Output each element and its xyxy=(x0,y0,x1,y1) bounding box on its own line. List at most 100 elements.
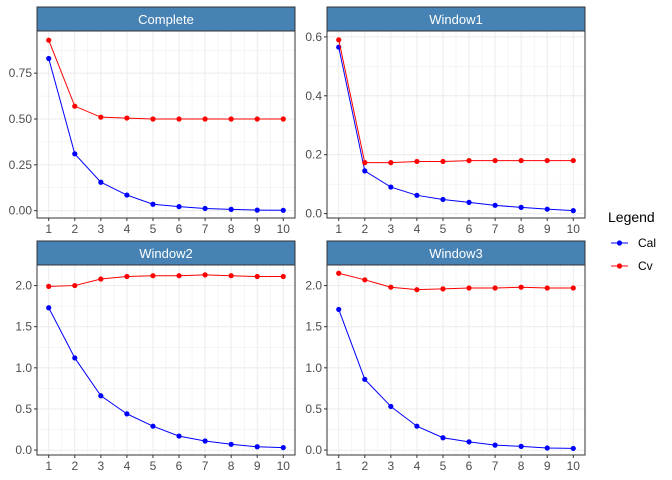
data-point-cv xyxy=(414,287,420,293)
data-point-cv xyxy=(492,157,498,164)
data-point-cv xyxy=(570,157,576,164)
data-point-cal xyxy=(336,306,342,313)
x-tick-label: 7 xyxy=(202,222,209,236)
data-point-cal xyxy=(150,423,156,429)
data-point-cal xyxy=(176,433,182,439)
y-tick-label: 2.0 xyxy=(15,279,32,293)
data-point-cv xyxy=(466,285,472,291)
data-point-cv xyxy=(98,114,104,120)
data-point-cal xyxy=(440,196,446,203)
data-point-cal xyxy=(228,441,234,447)
facet-panel-window3: Window3 1 2 3 4 5 6 7 8 9 10 0.0 0.5 1.0 1.5 2.0 xyxy=(305,240,586,473)
x-tick-label: 6 xyxy=(466,222,473,236)
x-tick-label: 6 xyxy=(176,222,183,236)
y-tick-label: 1.5 xyxy=(15,320,32,334)
data-point-cal xyxy=(518,443,524,449)
x-tick-label: 2 xyxy=(361,459,368,473)
data-point-cal xyxy=(150,201,156,207)
data-point-cv xyxy=(544,157,550,164)
facet-strip xyxy=(326,6,586,32)
data-point-cal xyxy=(362,376,368,382)
x-tick-label: 5 xyxy=(440,459,447,473)
data-point-cv xyxy=(202,116,208,122)
data-point-cv xyxy=(150,116,156,122)
legend-label: Cal xyxy=(638,236,656,250)
series-line-cal xyxy=(338,309,574,449)
data-point-cv xyxy=(544,285,550,291)
x-tick-label: 1 xyxy=(45,459,52,473)
legend-key-point xyxy=(616,240,623,246)
x-tick-label: 3 xyxy=(98,459,105,473)
data-point-cv xyxy=(518,284,524,290)
x-tick-label: 1 xyxy=(45,222,52,236)
data-point-cal xyxy=(124,411,130,417)
y-tick-label: 0.25 xyxy=(9,158,33,172)
facet-panel-complete: Complete 1 2 3 4 5 6 7 8 9 10 0.00 0.25 0.50 0.75 xyxy=(9,6,296,236)
x-tick-label: 8 xyxy=(518,222,525,236)
panel-border xyxy=(326,264,586,456)
facet-strip-label: Window3 xyxy=(429,246,482,261)
data-point-cv xyxy=(336,270,342,276)
data-point-cv xyxy=(46,283,52,289)
data-point-cal xyxy=(362,168,368,174)
data-point-cv xyxy=(176,116,182,122)
data-point-cal xyxy=(254,444,260,450)
data-point-cal xyxy=(388,184,394,190)
x-tick-label: 9 xyxy=(544,459,551,473)
series-line-cal xyxy=(338,47,574,212)
data-point-cv xyxy=(98,276,104,282)
data-point-cal xyxy=(544,206,550,212)
x-tick-label: 2 xyxy=(71,459,78,473)
data-point-cal xyxy=(492,442,498,448)
panel-border xyxy=(326,30,586,219)
data-point-cv xyxy=(280,273,286,280)
legend-key-point xyxy=(616,263,623,269)
facet-strip-label: Window2 xyxy=(139,246,192,261)
y-tick-label: 0.0 xyxy=(305,443,322,457)
data-point-cv xyxy=(414,158,420,165)
data-point-cv xyxy=(570,285,576,291)
data-point-cv xyxy=(440,158,446,165)
x-tick-label: 6 xyxy=(466,459,473,473)
x-tick-label: 10 xyxy=(277,459,291,473)
data-point-cal xyxy=(176,204,182,210)
data-point-cv xyxy=(280,116,286,122)
series-line-cv xyxy=(48,274,284,287)
x-tick-label: 10 xyxy=(277,222,291,236)
panel-border xyxy=(36,30,296,219)
y-tick-label: 0.5 xyxy=(15,402,32,416)
data-point-cv xyxy=(228,116,234,122)
data-point-cal xyxy=(202,205,208,212)
data-point-cal xyxy=(202,438,208,444)
series-line-cv xyxy=(48,39,284,120)
data-point-cal xyxy=(466,199,472,205)
x-tick-label: 4 xyxy=(414,222,421,236)
x-tick-label: 5 xyxy=(150,222,157,236)
data-point-cv xyxy=(466,157,472,164)
data-point-cal xyxy=(228,206,234,212)
x-tick-label: 7 xyxy=(202,459,209,473)
x-tick-label: 2 xyxy=(361,222,368,236)
x-tick-label: 6 xyxy=(176,459,183,473)
legend-entry-cv: Cv xyxy=(611,259,653,273)
facet-panel-window2: Window2 1 2 3 4 5 6 7 8 9 10 0.0 0.5 1.0 1.5 2.0 xyxy=(15,240,296,473)
data-point-cv xyxy=(46,37,52,43)
x-tick-label: 5 xyxy=(440,222,447,236)
x-tick-label: 1 xyxy=(335,222,342,236)
facet-strip xyxy=(326,240,586,266)
legend-title: Legend xyxy=(608,209,655,225)
y-tick-label: 0.2 xyxy=(305,148,322,162)
y-tick-label: 0.0 xyxy=(15,443,32,457)
series-line-cal xyxy=(48,58,284,211)
x-tick-label: 10 xyxy=(567,459,581,473)
x-tick-label: 3 xyxy=(388,222,395,236)
x-tick-label: 9 xyxy=(254,459,261,473)
data-point-cal xyxy=(440,435,446,441)
data-point-cal xyxy=(46,55,52,62)
facet-strip-label: Complete xyxy=(138,12,194,27)
series-line-cv xyxy=(338,39,574,164)
y-tick-label: 0.00 xyxy=(9,204,33,218)
y-tick-label: 0.50 xyxy=(9,112,33,126)
data-point-cv xyxy=(362,160,368,166)
